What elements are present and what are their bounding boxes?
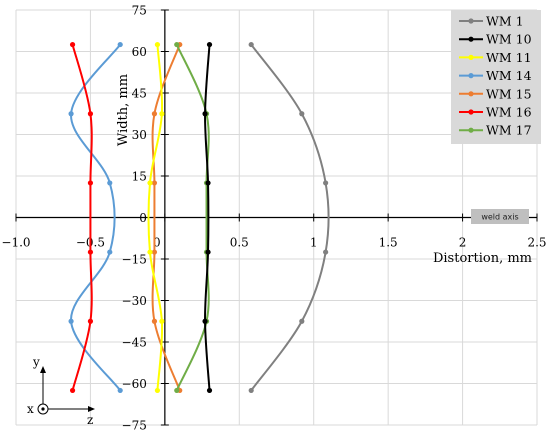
y-arrowhead-icon [40,366,46,373]
legend-marker-1 [468,36,474,42]
series-2-point-2 [147,180,153,186]
x-tick-label-2: 0 [153,236,161,250]
series-line-3 [70,43,122,392]
series-1-point-3 [205,249,211,255]
series-2-point-0 [154,41,161,48]
legend-label-4: WM 15 [486,86,532,101]
series-group [68,41,330,394]
series-5-point-0 [69,41,76,48]
series-0-point-3 [323,249,329,255]
series-6-point-0 [174,41,180,48]
legend-label-6: WM 17 [486,123,532,138]
y-tick-label-8: −45 [122,336,147,350]
y-tick-label-6: −15 [122,253,147,267]
series-0-point-0 [248,41,254,48]
x-tick-label-0: −1.0 [1,236,30,250]
legend-marker-4 [468,91,474,97]
coordinate-system-icon: y x z [27,355,95,427]
x-tick-label-3: 0.5 [230,236,249,250]
series-line-1 [204,44,211,391]
z-coord-label: z [87,413,93,427]
series-2 [147,41,165,394]
series-3 [68,41,123,394]
series-4-point-3 [151,249,158,255]
series-2-point-1 [159,111,165,117]
y-tick-label-0: 75 [132,4,147,18]
legend-label-5: WM 16 [486,105,532,120]
series-5-point-3 [87,249,94,255]
legend-label-0: WM 1 [486,14,524,29]
x-tick-label-7: 2.5 [527,236,546,250]
series-3-point-5 [117,387,123,394]
y-tick-label-3: 30 [132,128,147,142]
x-coord-label: x [27,402,34,416]
series-5-point-5 [69,387,76,394]
y-tick-label-5: 0 [139,211,147,225]
series-1-point-2 [205,180,211,186]
series-0-point-2 [323,180,329,186]
legend-label-1: WM 10 [486,32,532,47]
series-line-4 [151,44,181,391]
weld-axis-tag-box [471,209,529,224]
x-tick-label-4: 1 [310,236,318,250]
series-1 [202,41,213,394]
series-5-point-2 [87,180,94,186]
series-line-2 [147,44,164,391]
series-5-point-1 [87,111,94,117]
x-tick-label-5: 1.5 [379,236,398,250]
legend-marker-0 [468,18,474,24]
series-4-point-2 [151,180,158,186]
legend-marker-2 [468,54,474,61]
series-1-point-4 [202,318,208,324]
series-1-point-5 [206,387,213,394]
x-axis-dot-icon [41,407,45,411]
x-axis-title: Distortion, mm [433,251,532,266]
x-tick-label-6: 2 [459,236,467,250]
series-5-point-4 [87,318,94,324]
weld-axis-tag: weld axis [471,209,529,224]
series-3-point-4 [68,318,74,324]
series-0-point-4 [299,318,305,324]
series-5 [69,41,94,394]
legend-marker-5 [468,109,474,115]
series-2-point-4 [159,318,165,324]
y-tick-label-9: −60 [122,377,147,391]
series-3-point-3 [107,249,113,255]
series-line-0 [250,43,330,392]
series-0-point-1 [299,111,305,117]
legend-marker-3 [468,73,474,79]
y-coord-label: y [32,355,40,369]
z-arrowhead-icon [88,406,95,412]
y-axis-title: Width, mm [116,74,131,146]
y-tick-label-4: 15 [132,170,147,184]
series-4-point-4 [151,318,158,324]
weld-axis-label: weld axis [481,213,518,222]
legend-label-2: WM 11 [486,50,532,65]
legend-marker-6 [468,127,474,133]
legend-label-3: WM 14 [486,68,532,83]
y-tick-label-10: −75 [122,419,147,433]
series-1-point-0 [206,41,213,48]
series-0 [248,41,330,394]
series-2-point-3 [147,249,153,255]
legend-box [451,10,541,144]
legend: WM 1 WM 10 WM 11 WM 14 WM 15 WM 16 WM 17 [451,10,541,144]
y-tick-label-1: 60 [132,45,147,59]
series-4-point-1 [151,111,158,117]
series-6-point-5 [174,387,180,394]
series-2-point-5 [154,387,161,394]
series-0-point-5 [248,387,254,394]
series-3-point-0 [117,41,123,48]
series-1-point-1 [202,111,208,117]
series-line-5 [71,44,93,391]
series-3-point-2 [107,180,113,186]
series-3-point-1 [68,111,74,117]
y-tick-label-7: −30 [122,294,147,308]
y-tick-label-2: 45 [132,87,147,101]
